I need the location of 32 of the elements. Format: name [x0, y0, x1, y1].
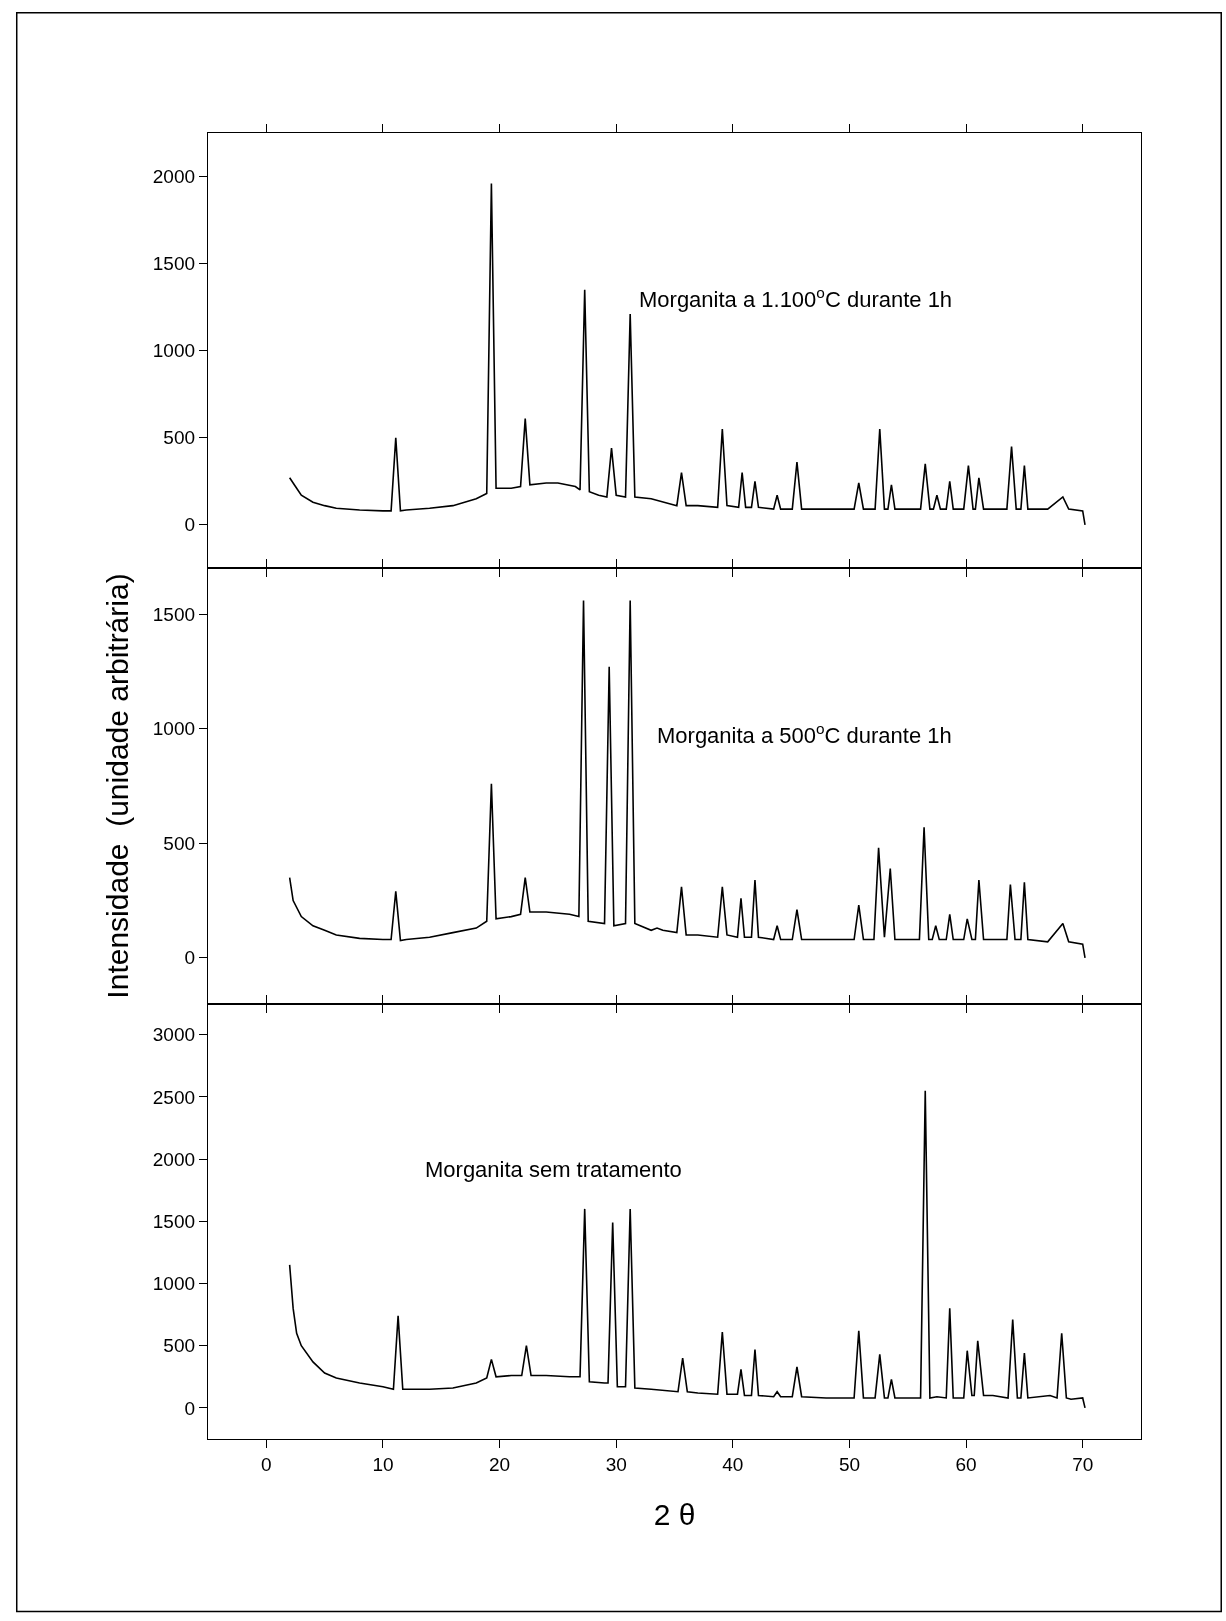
y-tick-label: 500 — [163, 1335, 196, 1357]
line-series — [288, 182, 1086, 526]
x-tick-label: 20 — [488, 1453, 511, 1475]
y-tick-label: 2000 — [152, 166, 196, 188]
x-tick-label: 0 — [261, 1453, 272, 1475]
y-tick-label: 0 — [184, 947, 196, 969]
series-label: Morganita a 1.100$^{o}$C durante 1h — [639, 284, 953, 313]
line-series — [288, 1089, 1086, 1409]
y-tick-label: 1000 — [152, 340, 196, 362]
y-tick-label: 0 — [184, 514, 196, 536]
y-tick-label: 1000 — [152, 718, 196, 740]
y-tick-label: 2000 — [152, 1148, 196, 1170]
y-tick-label: 1500 — [152, 603, 196, 625]
x-tick-label: 60 — [955, 1453, 977, 1475]
x-tick-label: 10 — [372, 1453, 394, 1475]
x-tick-label: 30 — [605, 1453, 627, 1475]
text: Morganita sem tratamento — [425, 1157, 682, 1182]
x-tick-label: 40 — [722, 1453, 744, 1475]
x-tick-label: 70 — [1072, 1453, 1094, 1475]
y-tick-label: 1000 — [152, 1273, 196, 1295]
line-series — [288, 599, 1086, 959]
x-tick-label: 50 — [838, 1453, 861, 1475]
series-label: Morganita a 500$^{o}$C durante 1h — [657, 720, 952, 749]
x-axis-title: 2 θ — [653, 1498, 696, 1532]
y-tick-label: 500 — [163, 427, 196, 449]
y-tick-label: 3000 — [152, 1024, 196, 1046]
y-tick-label: 500 — [163, 832, 196, 854]
y-tick-label: 1500 — [152, 253, 196, 275]
y-tick-label: 2500 — [152, 1086, 196, 1108]
y-tick-label: 1500 — [152, 1210, 196, 1232]
y-axis-title: Intensidade (unidade arbitrária) — [100, 573, 134, 999]
y-tick-label: 0 — [184, 1397, 196, 1419]
